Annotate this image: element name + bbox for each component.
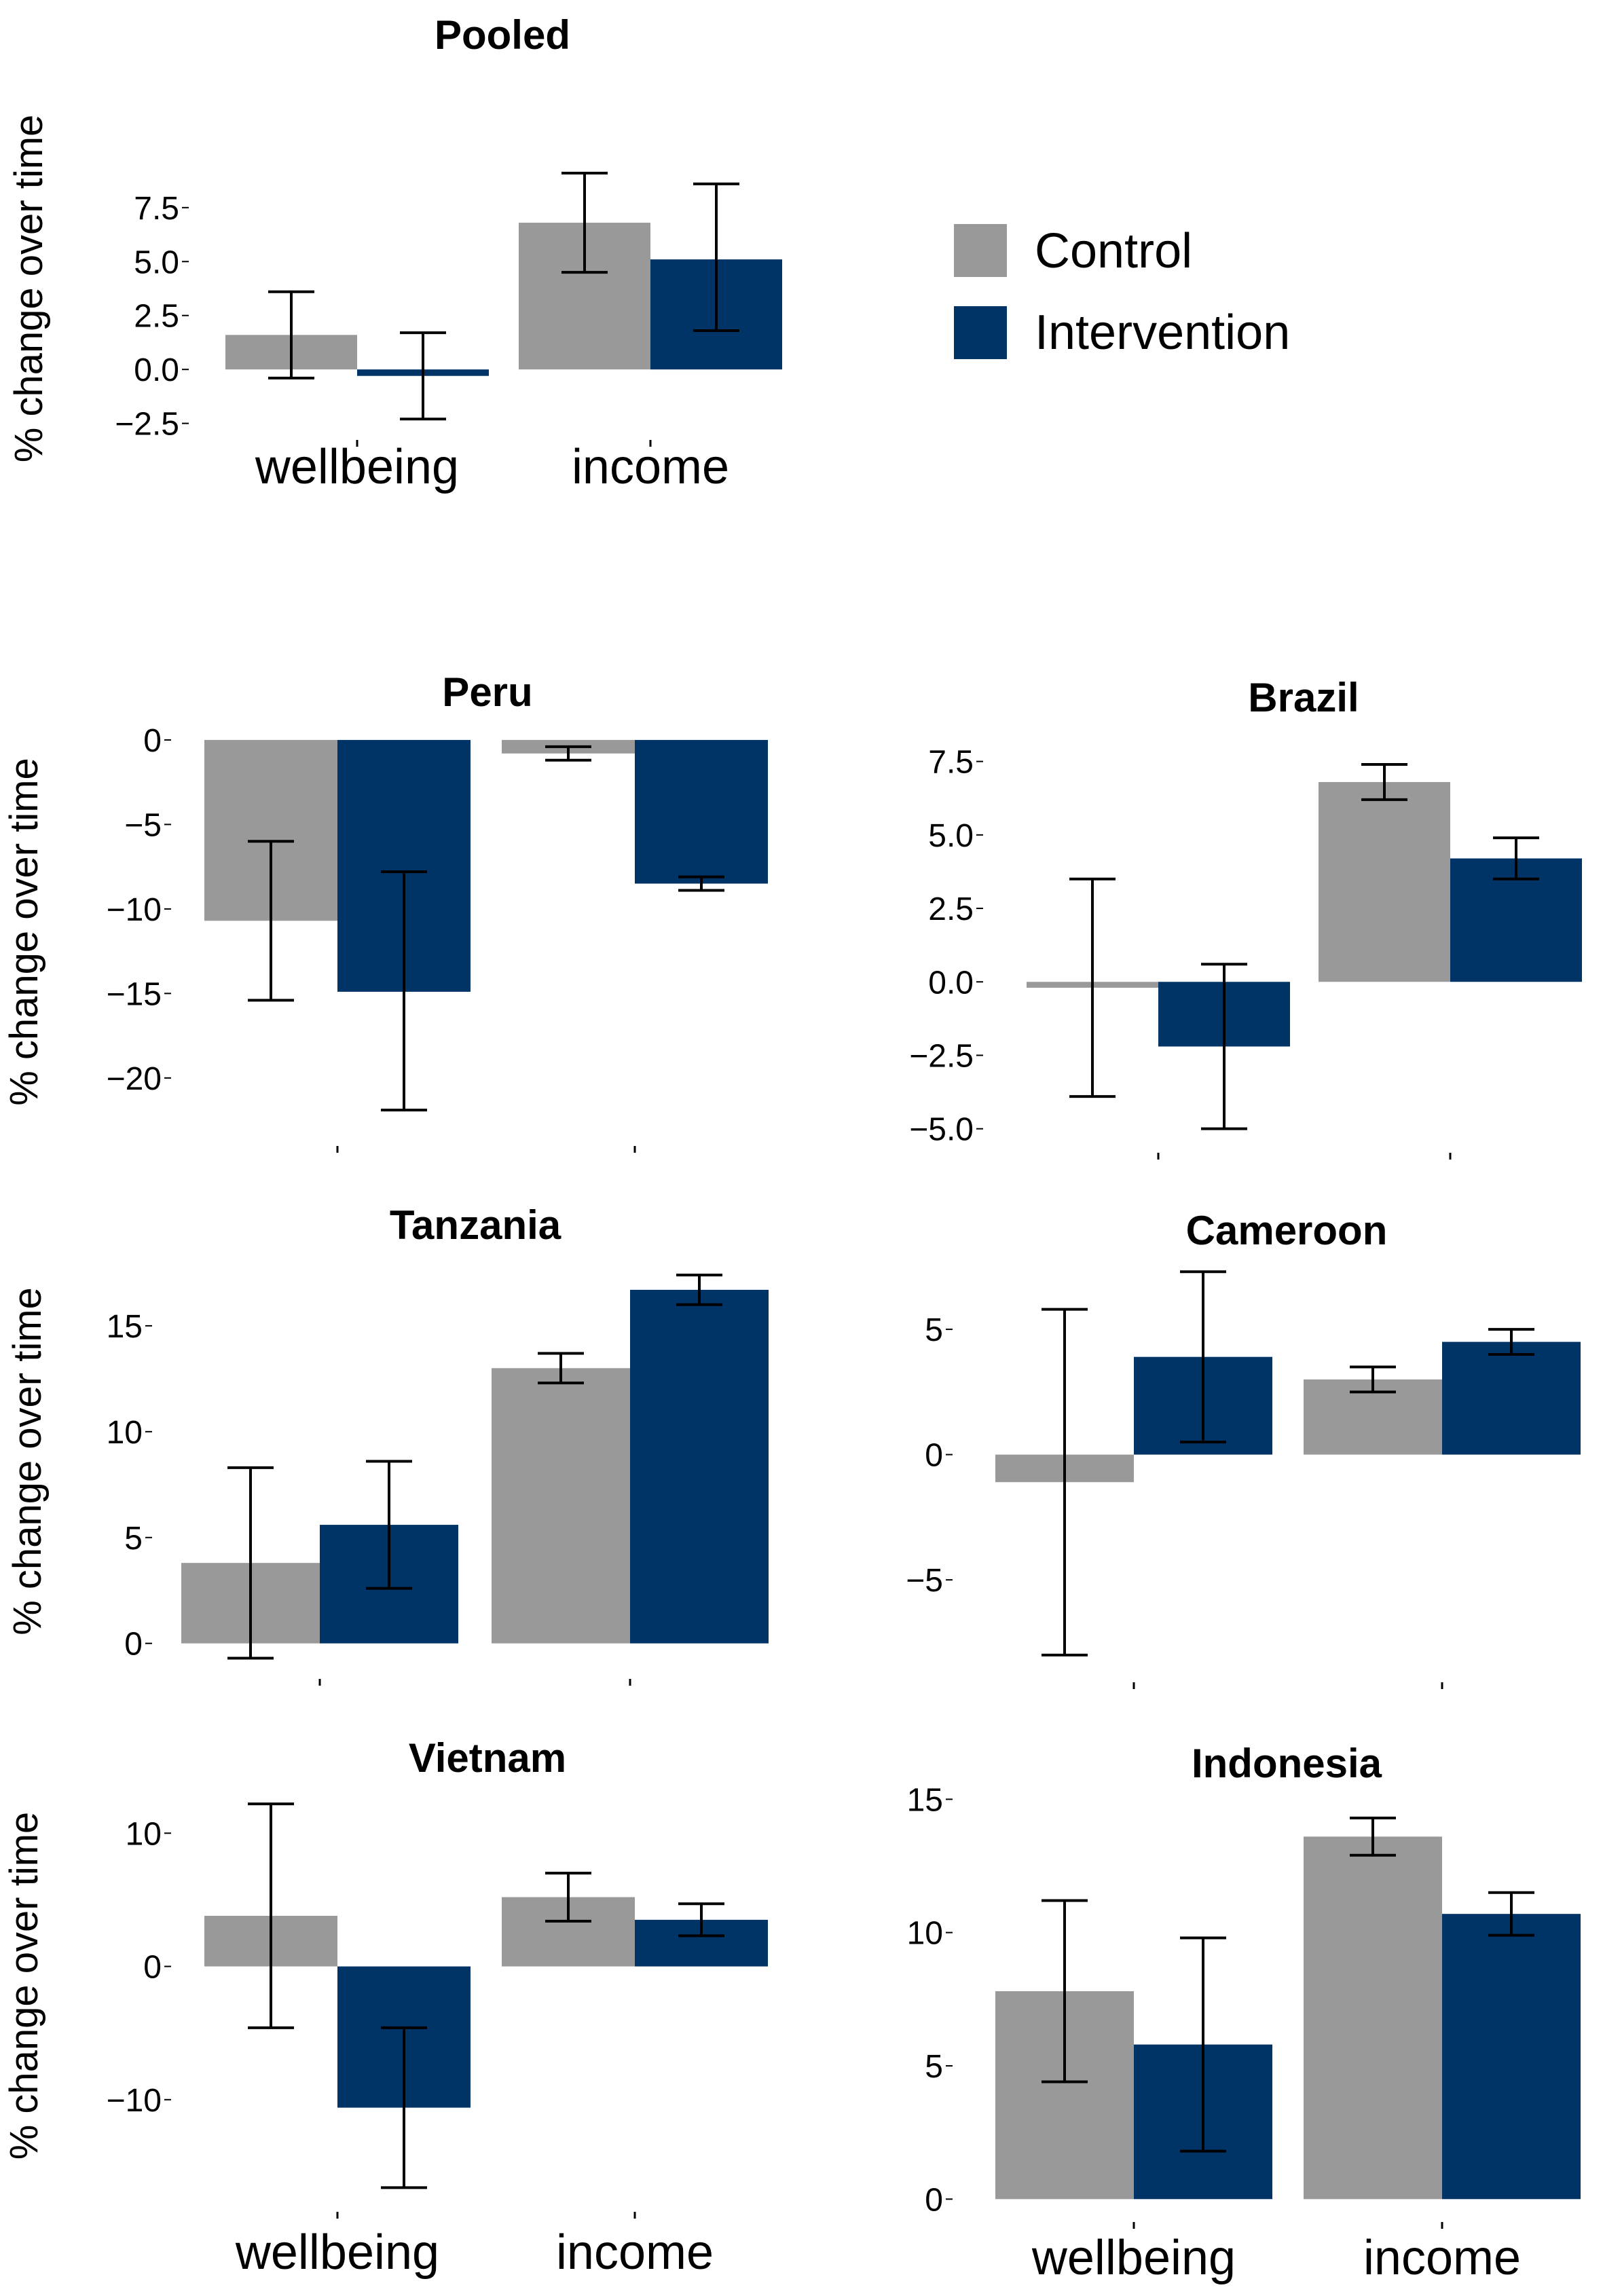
y-tick-label: 5.0 — [134, 244, 179, 280]
y-tick-label: 0 — [124, 1627, 143, 1663]
legend-swatch-intervention — [954, 306, 1007, 359]
y-tick-label: 5 — [925, 1312, 943, 1348]
y-tick-label: 0 — [143, 723, 162, 759]
legend-label-control: Control — [1035, 224, 1192, 278]
bar-control-income — [492, 1368, 630, 1644]
y-tick-label: 0 — [925, 1438, 943, 1474]
y-tick-label: −20 — [107, 1061, 162, 1097]
chart-title: Peru — [442, 669, 532, 715]
y-tick-label: 7.5 — [928, 745, 974, 781]
bar-intervention-income — [1442, 1914, 1581, 2200]
y-tick-label: 15 — [107, 1309, 143, 1345]
y-tick-label: 2.5 — [928, 891, 974, 927]
y-tick-label: 0 — [925, 2182, 943, 2218]
y-axis-label: % change over time — [7, 115, 51, 463]
x-category-label-income: income — [1363, 2231, 1521, 2285]
y-tick-label: 10 — [126, 1816, 162, 1852]
bar-intervention-income — [630, 1289, 769, 1644]
bar-control-income — [1304, 1836, 1442, 2200]
panel-peru: Peru % change over time −20 −15 −10 −5 0 — [2, 669, 768, 1153]
panel-cameroon: Cameroon −5 0 5 — [906, 1208, 1581, 1689]
x-category-label-wellbeing: wellbeing — [255, 440, 459, 494]
y-tick-label: 5 — [925, 2049, 943, 2085]
panel-vietnam: Vietnam % change over time −10 0 10 wellbeing… — [2, 1735, 768, 2280]
legend: Control Intervention — [954, 224, 1290, 360]
y-tick-label: 10 — [907, 1916, 943, 1952]
y-tick-label: −15 — [107, 976, 162, 1012]
legend-swatch-control — [954, 224, 1007, 277]
y-axis-label: % change over time — [2, 1812, 46, 2160]
panel-indonesia: Indonesia 0 5 10 15 wellbeing income — [907, 1741, 1581, 2285]
x-category-label-wellbeing: wellbeing — [235, 2225, 439, 2280]
bar-control-income — [1319, 781, 1450, 982]
y-tick-label: 15 — [907, 1782, 943, 1818]
panel-pooled: Pooled % change over time −2.5 0.0 2.5 5.0 7.5… — [7, 12, 782, 494]
panel-tanzania: Tanzania % change over time 0 5 10 15 — [5, 1202, 769, 1686]
y-tick-label: 10 — [107, 1415, 143, 1451]
chart-title: Indonesia — [1192, 1741, 1382, 1786]
y-tick-label: −2.5 — [115, 407, 179, 443]
y-tick-label: −2.5 — [909, 1038, 974, 1074]
y-tick-label: 7.5 — [134, 191, 179, 227]
bar-intervention-income — [1442, 1341, 1581, 1455]
y-tick-label: 5 — [124, 1521, 143, 1557]
chart-title: Pooled — [435, 12, 570, 58]
y-tick-label: 0 — [143, 1950, 162, 1986]
chart-title: Cameroon — [1186, 1208, 1388, 1253]
chart-title: Brazil — [1248, 675, 1359, 720]
legend-label-intervention: Intervention — [1035, 305, 1290, 360]
y-tick-label: −5 — [906, 1563, 943, 1599]
y-axis-label: % change over time — [2, 758, 46, 1106]
x-category-label-income: income — [572, 440, 729, 494]
y-tick-label: −5 — [124, 807, 162, 843]
panel-brazil: Brazil −5.0 −2.5 0.0 2.5 5.0 7.5 — [909, 675, 1582, 1160]
y-axis-label: % change over time — [5, 1287, 50, 1635]
x-category-label-wellbeing: wellbeing — [1031, 2231, 1236, 2285]
y-tick-label: 5.0 — [928, 818, 974, 854]
x-category-label-income: income — [556, 2225, 714, 2280]
y-tick-label: 0.0 — [928, 965, 974, 1001]
y-tick-label: −10 — [107, 2083, 162, 2119]
y-tick-label: 0.0 — [134, 352, 179, 388]
chart-title: Vietnam — [409, 1735, 566, 1781]
chart-title: Tanzania — [390, 1202, 561, 1248]
y-tick-label: −5.0 — [909, 1112, 974, 1148]
y-tick-label: −10 — [107, 892, 162, 928]
y-tick-label: 2.5 — [134, 299, 179, 335]
bar-intervention-income — [635, 739, 768, 884]
